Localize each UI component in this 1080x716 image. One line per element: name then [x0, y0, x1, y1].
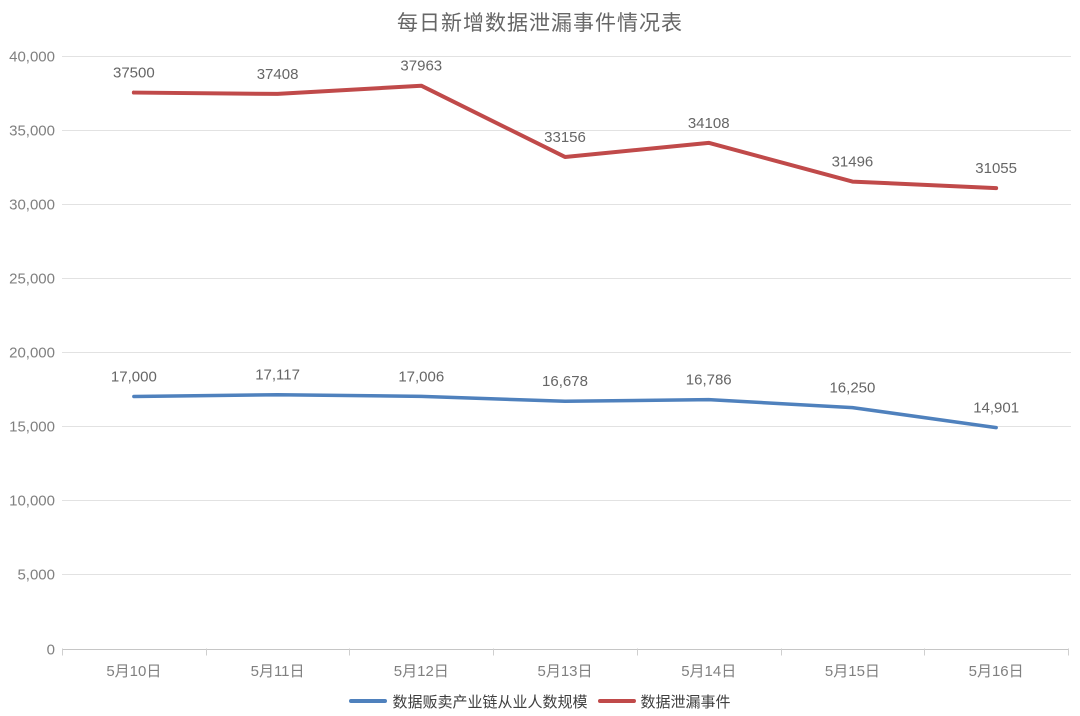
data-label: 37500 — [113, 65, 155, 82]
data-label: 16,678 — [542, 373, 588, 390]
data-label: 17,117 — [255, 367, 300, 384]
x-tick-label: 5月12日 — [394, 663, 449, 680]
data-label: 33156 — [544, 129, 586, 146]
data-label: 14,901 — [973, 400, 1019, 417]
y-tick-label: 10,000 — [9, 493, 55, 510]
data-label: 31055 — [975, 160, 1017, 177]
legend-label: 数据贩卖产业链从业人数规模 — [392, 692, 588, 711]
data-label: 34108 — [688, 115, 730, 132]
legend-line-swatch — [597, 699, 636, 703]
data-label: 16,250 — [829, 380, 875, 397]
y-tick-label: 35,000 — [9, 123, 55, 140]
y-tick-label: 0 — [47, 642, 55, 659]
legend-item[interactable]: 数据泄漏事件 — [597, 691, 731, 712]
legend: 数据贩卖产业链从业人数规模 数据泄漏事件 — [0, 691, 1080, 711]
legend-item[interactable]: 数据贩卖产业链从业人数规模 — [349, 691, 588, 712]
y-tick-label: 40,000 — [9, 49, 55, 66]
y-tick-label: 30,000 — [9, 197, 55, 214]
legend-label: 数据泄漏事件 — [640, 692, 731, 711]
x-tick-label: 5月15日 — [825, 663, 880, 680]
data-label: 31496 — [832, 154, 874, 171]
x-tick-label: 5月14日 — [681, 663, 736, 680]
series-line — [131, 83, 999, 191]
data-label: 37408 — [257, 66, 299, 83]
data-label: 17,006 — [398, 368, 444, 385]
data-label: 37963 — [400, 58, 442, 75]
chart-title: 每日新增数据泄漏事件情况表 — [397, 11, 683, 35]
series-line — [132, 392, 998, 430]
y-tick-label: 25,000 — [9, 271, 55, 288]
y-tick-label: 20,000 — [9, 345, 55, 362]
y-tick-label: 15,000 — [9, 419, 55, 436]
y-tick-label: 5,000 — [17, 567, 55, 584]
x-tick-label: 5月13日 — [537, 663, 592, 680]
data-label: 16,786 — [686, 372, 732, 389]
x-tick-label: 5月10日 — [106, 663, 161, 680]
x-tick-label: 5月11日 — [251, 663, 305, 680]
data-label: 17,000 — [111, 368, 157, 385]
legend-line-swatch — [349, 699, 388, 703]
x-tick-label: 5月16日 — [969, 663, 1024, 680]
